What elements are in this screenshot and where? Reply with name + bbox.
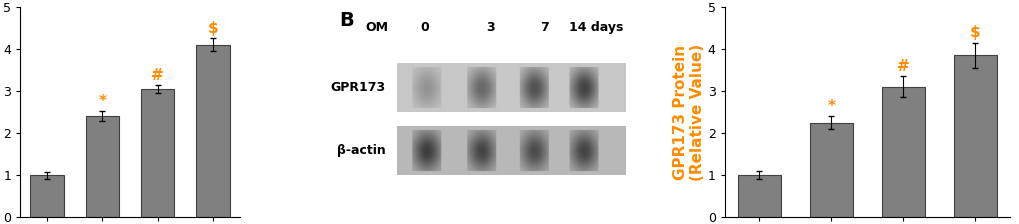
- Text: β-actin: β-actin: [336, 144, 385, 157]
- Bar: [880, 87, 924, 217]
- Text: 0: 0: [421, 22, 429, 34]
- Bar: [31, 175, 63, 217]
- Text: GPR173: GPR173: [330, 81, 385, 94]
- Text: 7: 7: [540, 22, 549, 34]
- Bar: [737, 175, 781, 217]
- Y-axis label: GPR173 Protein
(Relative Value): GPR173 Protein (Relative Value): [672, 43, 704, 181]
- Bar: [953, 55, 996, 217]
- Bar: [809, 123, 852, 217]
- Text: $: $: [208, 21, 218, 36]
- Bar: [197, 45, 229, 217]
- Text: 14 days: 14 days: [569, 22, 623, 34]
- Text: *: *: [98, 94, 106, 109]
- Text: $: $: [969, 25, 979, 40]
- Bar: [86, 116, 119, 217]
- Text: OM: OM: [365, 22, 388, 34]
- Text: #: #: [896, 59, 909, 74]
- Bar: [141, 89, 174, 217]
- Text: 3: 3: [486, 22, 494, 34]
- Text: #: #: [151, 67, 164, 82]
- Text: B: B: [339, 11, 354, 30]
- Text: *: *: [826, 99, 835, 114]
